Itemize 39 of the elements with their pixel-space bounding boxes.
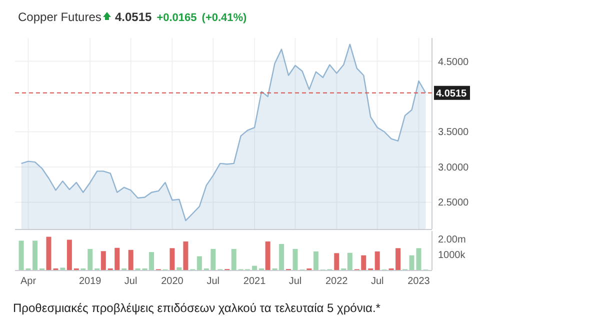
bar — [88, 248, 93, 270]
x-tick-label: Jul — [206, 276, 220, 287]
bar — [374, 251, 380, 270]
bar — [18, 240, 24, 270]
bar — [252, 266, 258, 270]
x-tick-label: 2020 — [161, 276, 184, 287]
bar — [231, 248, 236, 270]
y-tick-label: 2.00m — [438, 234, 466, 246]
x-tick-label: Jul — [288, 276, 302, 287]
bar — [313, 251, 318, 270]
text: +0.0165 — [156, 12, 197, 24]
bar — [128, 250, 134, 270]
x-tick-label: Apr — [20, 276, 37, 287]
y-tick-label: 2.5000 — [438, 198, 470, 209]
chart-title: Copper Futures — [18, 10, 102, 24]
x-tick-label: Jul — [370, 276, 384, 287]
bar — [265, 241, 270, 270]
text: 4.0515 — [115, 10, 152, 24]
bar — [170, 248, 175, 270]
bar — [46, 236, 52, 270]
y-tick-label: 3.0000 — [438, 162, 470, 174]
bar — [176, 267, 182, 270]
bar — [196, 256, 202, 270]
x-tick-label: 2019 — [79, 276, 102, 287]
x-tick-label: 2021 — [243, 276, 266, 287]
y-tick-label: 4.5000 — [438, 56, 470, 68]
x-tick-label: 2022 — [326, 276, 348, 287]
text: (+0.41%) — [202, 12, 248, 24]
bar — [66, 240, 72, 270]
bar — [292, 248, 298, 270]
bar — [183, 241, 188, 270]
y-tick-label: 1000k — [438, 250, 466, 261]
ref-line-label: 4.0515 — [436, 88, 468, 100]
x-tick-label: Jul — [124, 276, 138, 287]
bar — [334, 253, 340, 270]
x-tick-label: 2023 — [408, 276, 430, 287]
bar — [100, 251, 106, 270]
y-tick-label: 3.5000 — [438, 127, 470, 138]
text: Προθεσμιακές προβλέψεις επιδόσεων χαλκού τα τελευταία 5 χρόνια.* — [13, 301, 381, 315]
